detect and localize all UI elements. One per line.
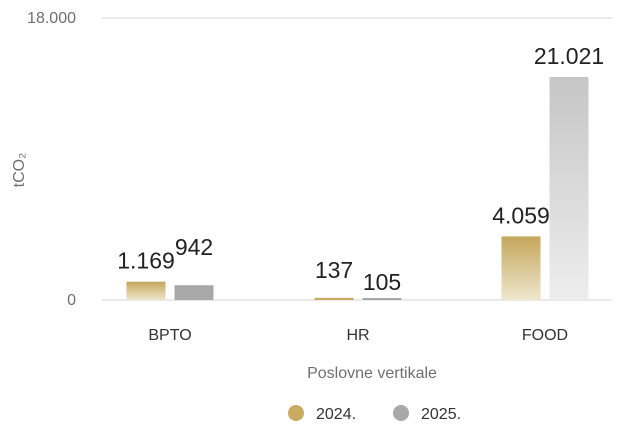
bar-bpto-series-2 [174, 285, 214, 300]
x-category-label: HR [346, 327, 369, 344]
data-label: 4.059 [492, 202, 550, 228]
legend: 2024. 2025. [288, 405, 461, 423]
bar-bpto-series-1 [126, 281, 166, 300]
bars [126, 77, 589, 300]
bar-hr-series-2 [362, 298, 402, 300]
data-label: 1.169 [117, 248, 175, 274]
y-tick-label: 18.000 [27, 10, 76, 27]
data-label: 942 [175, 234, 213, 260]
legend-swatch [393, 405, 409, 421]
bar-food-series-1 [501, 236, 541, 300]
legend-swatch [288, 405, 304, 421]
legend-label: 2025. [421, 406, 461, 423]
x-axis-title: Poslovne vertikale [307, 365, 437, 382]
legend-label: 2024. [316, 406, 356, 423]
data-label: 21.021 [534, 43, 604, 69]
y-axis-title: tCO₂ [11, 153, 28, 188]
data-label: 137 [315, 257, 353, 283]
x-category-label: FOOD [522, 327, 568, 344]
data-label: 105 [363, 269, 401, 295]
bar-food-series-2 [549, 77, 589, 300]
y-axis-ticks: 0 18.000 [27, 10, 76, 309]
y-tick-label: 0 [67, 292, 76, 309]
x-axis-categories: BPTO HR FOOD [148, 327, 568, 344]
x-category-label: BPTO [148, 327, 191, 344]
bar-hr-series-1 [314, 297, 354, 300]
